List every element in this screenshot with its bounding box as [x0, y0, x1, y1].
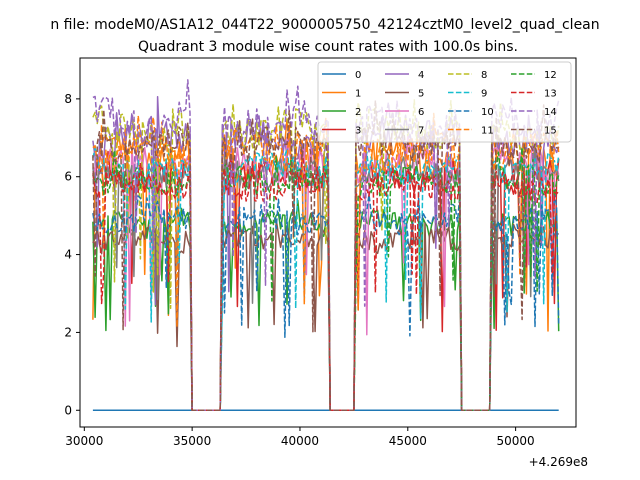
legend-label-8: 8: [481, 70, 487, 81]
x-offset-label: +4.269e8: [529, 455, 588, 469]
legend-label-6: 6: [418, 107, 424, 118]
x-tick-label: 30000: [65, 434, 103, 448]
legend-label-9: 9: [481, 89, 487, 100]
plot-frame: [79, 57, 577, 428]
y-tick-label: 0: [64, 403, 72, 417]
series-line-9: [92, 147, 560, 412]
legend-label-12: 12: [544, 70, 557, 81]
y-axis: 0 2 4 6 8: [64, 92, 80, 417]
legend-label-14: 14: [544, 107, 557, 118]
legend-label-0: 0: [355, 70, 361, 81]
series-line-13: [92, 150, 560, 412]
legend-label-13: 13: [544, 89, 557, 100]
y-tick-label: 6: [64, 170, 72, 184]
legend-label-3: 3: [355, 126, 361, 137]
legend-label-1: 1: [355, 89, 361, 100]
legend-label-2: 2: [355, 107, 361, 118]
x-tick-label: 40000: [281, 434, 319, 448]
legend-label-4: 4: [418, 70, 424, 81]
y-tick-label: 8: [64, 92, 72, 106]
x-tick-label: 45000: [389, 434, 427, 448]
series-line-7: [92, 148, 560, 412]
legend-label-11: 11: [481, 126, 494, 137]
y-tick-label: 4: [64, 248, 72, 262]
legend-label-15: 15: [544, 126, 557, 137]
series-line-12: [92, 147, 560, 412]
legend-label-7: 7: [418, 126, 424, 137]
legend-box: [317, 61, 572, 143]
x-tick-label: 35000: [173, 434, 211, 448]
legend-label-10: 10: [481, 107, 494, 118]
x-tick-label: 50000: [497, 434, 535, 448]
chart-title: Quadrant 3 module wise count rates with …: [138, 39, 518, 55]
x-axis: 30000 35000 40000 45000 50000: [65, 427, 535, 448]
series-line-10: [92, 190, 560, 412]
legend-label-5: 5: [418, 89, 424, 100]
figure-suptitle: n file: modeM0/AS1A12_044T22_9000005750_…: [50, 17, 599, 33]
y-tick-label: 2: [64, 325, 72, 339]
